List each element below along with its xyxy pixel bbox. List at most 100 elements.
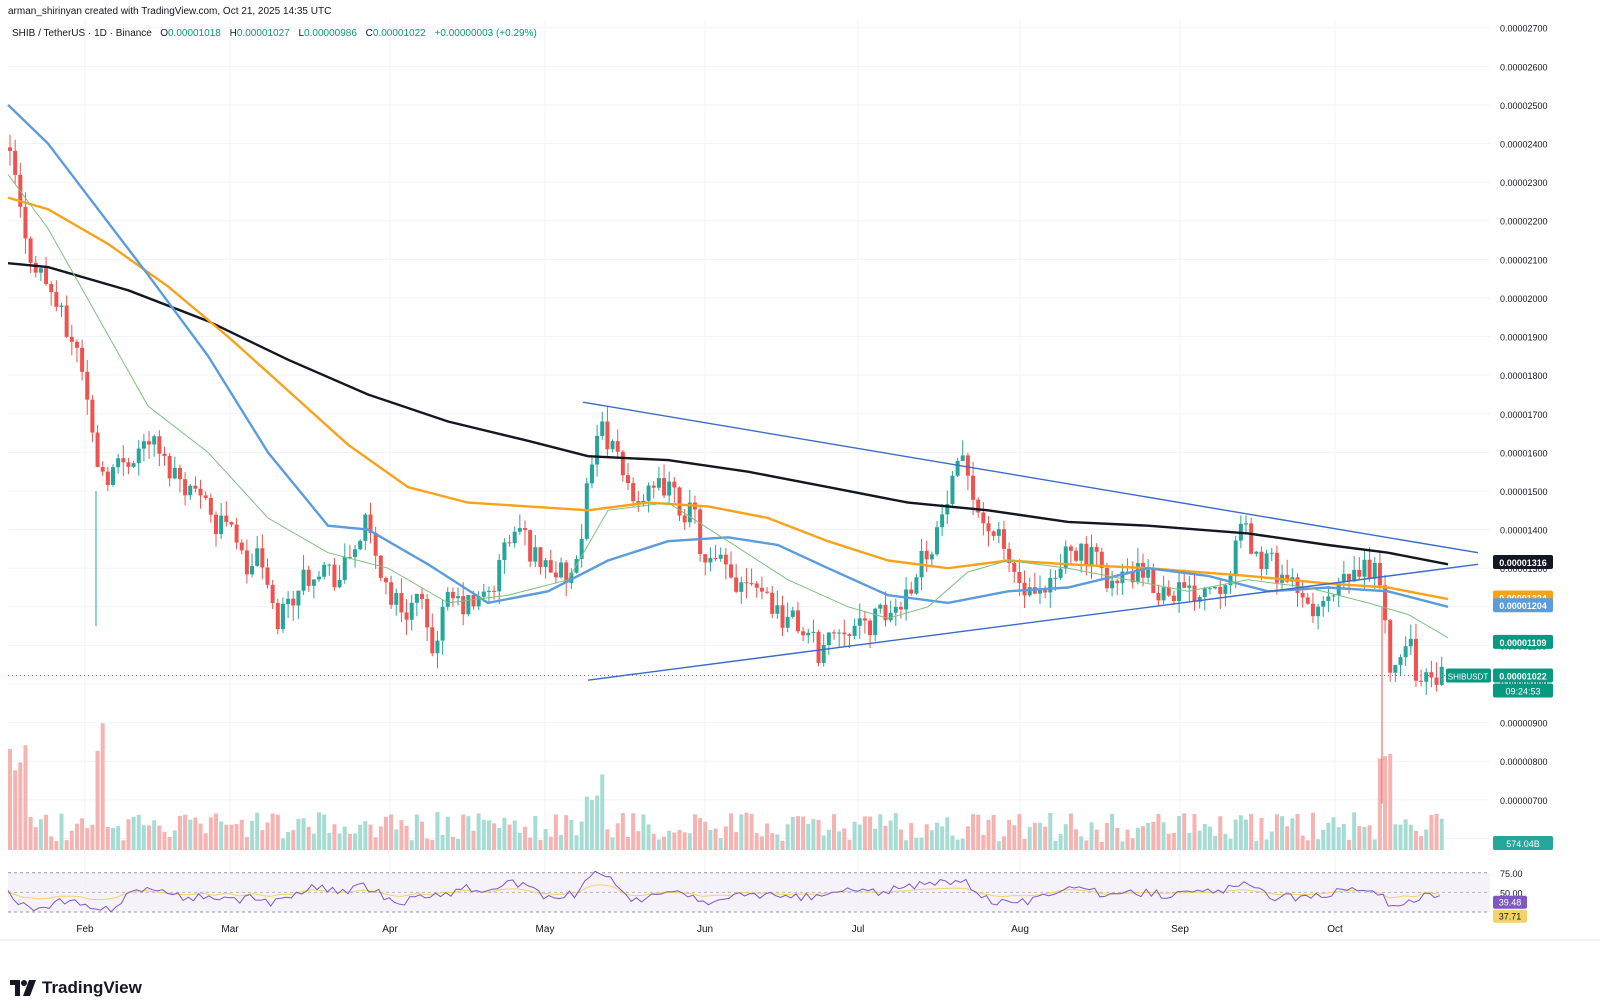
volume-bar [1280,816,1285,850]
volume-bar [301,818,306,850]
candle-body [950,475,955,504]
price-label-box [1493,668,1553,683]
candle-body [244,550,249,575]
candle-body [1424,672,1429,682]
tradingview-logo[interactable]: TradingView [10,978,142,998]
candle-body [914,577,919,594]
volume-bar [893,813,898,850]
volume-bar [409,840,414,850]
volume-bar [955,839,960,850]
candle-body [1419,680,1424,682]
brand-name: TradingView [42,978,142,997]
change-value: +0.00000003 (+0.29%) [434,28,537,39]
candle-body [564,562,569,583]
candle-body [1084,543,1089,565]
volume-bar [1074,829,1079,850]
x-tick-label: Oct [1327,924,1343,935]
candle-body [1207,588,1212,590]
candle-body [492,590,497,592]
volume-bar [1439,818,1444,850]
volume-bar [1202,823,1207,850]
volume-bar [1259,818,1264,850]
volume-bar [193,817,198,850]
volume-bar [1362,826,1367,850]
volume-bar [100,723,105,850]
candle-body [198,488,203,496]
candle-body [111,467,115,485]
price-label: 0.00001316 [1493,555,1553,570]
volume-bar [188,819,193,850]
volume-bar [332,824,337,850]
volume-bar [950,835,955,850]
price-chart[interactable]: 0.00002700 0.00002600 0.00002500 0.00002400… [0,0,1600,960]
y-tick-label: 0.00002000 [1500,294,1548,304]
volume-bar [80,818,85,850]
volume-bar [162,831,167,850]
volume-bar [1413,830,1418,850]
volume-bar [1089,822,1094,850]
candle-body [790,610,795,617]
candle-body [1295,577,1300,593]
candle-body [177,467,182,480]
candle-body [935,527,939,555]
candle-body [131,463,136,467]
candle-body [636,501,641,504]
y-tick-label: 0.00002100 [1500,255,1548,265]
grid-lines [8,20,1490,930]
volume-bar [579,821,584,850]
x-tick-label: Sep [1171,924,1189,935]
candle-body [687,502,692,523]
symbol-name[interactable]: SHIB / TetherUS · 1D · Binance [12,28,152,39]
volume-bar [291,830,296,850]
volume-bar [1434,813,1439,850]
volume-bar [1424,829,1429,850]
volume-bar [754,833,759,850]
candle-body [229,522,234,525]
rsi-level-label: 75.00 [1500,869,1523,879]
candle-body [430,627,435,654]
volume-bar [353,833,358,850]
candle-body [1115,580,1120,584]
candle-body [1347,573,1351,582]
candle-body [1074,550,1079,561]
candle-body [358,540,363,550]
candle-body [682,515,687,523]
candle-body [1202,588,1207,598]
volume-bar [656,839,661,850]
candle-body [234,524,239,543]
volume-bar [219,821,224,850]
price-label: 0.00001109 [1493,634,1553,649]
candle-body [1254,551,1259,554]
volume-bar [13,770,18,850]
candle-body [523,528,527,531]
volume-bar [399,820,404,850]
candle-body [337,579,342,588]
candle-body [250,565,255,575]
candle-body [528,530,533,562]
volume-label-text: 574.04B [1506,839,1540,849]
volume-bar [420,821,424,850]
candle-body [1393,664,1398,673]
candle-body [1357,569,1362,577]
volume-bar [255,812,260,850]
candle-body [100,467,105,472]
candle-body [898,606,903,610]
volume-bar [935,822,939,850]
volume-bar [564,815,569,850]
candle-body [214,514,218,535]
volume-bar [54,841,59,850]
volume-bar [837,831,842,850]
volume-bar [1341,823,1346,850]
volume-bar [811,819,816,850]
volume-bar [327,832,332,850]
volume-bar [497,827,502,850]
volume-bar [1146,823,1151,850]
candle-body [971,475,976,500]
candle-body [208,497,213,515]
candle-body [826,632,831,646]
volume-bar [517,832,522,850]
candle-body [188,485,193,496]
candle-body [1187,585,1192,588]
candle-body [85,371,90,400]
volume-label-box [1493,836,1553,850]
